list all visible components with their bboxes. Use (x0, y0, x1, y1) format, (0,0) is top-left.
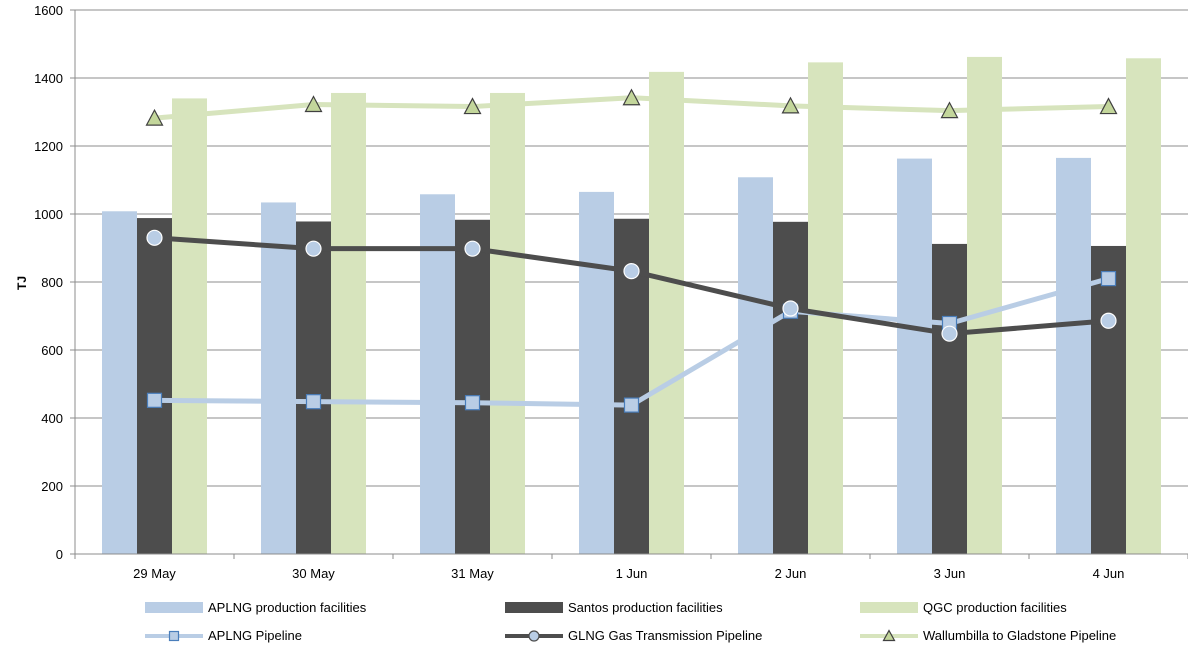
bar-aplng-production-facilities (102, 211, 137, 554)
bar-aplng-production-facilities (738, 177, 773, 554)
y-tick-label: 400 (41, 411, 63, 426)
bar-qgc-production-facilities (1126, 58, 1161, 554)
legend-label-santos-production-facilities: Santos production facilities (568, 600, 723, 615)
legend-label-glng-gas-transmission-pipeline: GLNG Gas Transmission Pipeline (568, 628, 762, 643)
bar-santos-production-facilities (773, 221, 808, 554)
legend-label-qgc-production-facilities: QGC production facilities (923, 600, 1067, 615)
y-tick-label: 1000 (34, 207, 63, 222)
line-layer (145, 88, 1118, 413)
y-tick-label: 1200 (34, 139, 63, 154)
bar-santos-production-facilities (137, 218, 172, 554)
point-aplng-pipeline (146, 392, 163, 408)
point-wallumbilla-to-gladstone-pipeline (145, 108, 164, 126)
bar-aplng-production-facilities (420, 194, 455, 554)
point-glng-gas-transmission-pipeline (623, 263, 640, 280)
bar-santos-production-facilities (455, 219, 490, 554)
bar-aplng-production-facilities (579, 191, 614, 554)
x-tick-label: 29 May (133, 566, 176, 581)
bar-santos-production-facilities (296, 221, 331, 555)
point-aplng-pipeline (305, 394, 322, 410)
bar-santos-production-facilities (1091, 245, 1126, 554)
point-glng-gas-transmission-pipeline (782, 300, 799, 317)
point-wallumbilla-to-gladstone-pipeline (781, 96, 800, 114)
legend-swatch-qgc-production-facilities (860, 602, 918, 613)
point-glng-gas-transmission-pipeline (464, 240, 481, 257)
bar-qgc-production-facilities (490, 92, 525, 555)
y-tick-label: 600 (41, 343, 63, 358)
point-glng-gas-transmission-pipeline (146, 229, 163, 246)
y-tick-label: 1600 (34, 3, 63, 18)
point-wallumbilla-to-gladstone-pipeline (463, 97, 482, 115)
x-tick-label: 31 May (451, 566, 494, 581)
legend-label-aplng-pipeline: APLNG Pipeline (208, 628, 302, 643)
point-glng-gas-transmission-pipeline (1100, 312, 1117, 329)
bar-qgc-production-facilities (808, 62, 843, 555)
x-tick-label: 30 May (292, 566, 335, 581)
bar-qgc-production-facilities (172, 98, 207, 555)
x-tick-label: 4 Jun (1093, 566, 1125, 581)
legend-swatch-aplng-production-facilities (145, 602, 203, 613)
point-wallumbilla-to-gladstone-pipeline (622, 88, 641, 106)
bar-aplng-production-facilities (897, 158, 932, 554)
point-glng-gas-transmission-pipeline (941, 325, 958, 342)
y-tick-label: 800 (41, 275, 63, 290)
bar-aplng-production-facilities (261, 202, 296, 554)
bar-qgc-production-facilities (649, 71, 684, 554)
point-aplng-pipeline (464, 395, 481, 411)
bar-qgc-production-facilities (331, 92, 366, 555)
legend-marker-aplng-pipeline (168, 630, 180, 642)
legend: APLNG production facilities Santos produc… (145, 600, 1116, 643)
legend-marker-wallumbilla-to-gladstone-pipeline (882, 629, 896, 642)
y-tick-label: 200 (41, 479, 63, 494)
point-aplng-pipeline (623, 397, 640, 413)
bar-santos-production-facilities (932, 243, 967, 555)
y-tick-label: 0 (56, 547, 63, 562)
bar-layer (102, 56, 1161, 555)
point-glng-gas-transmission-pipeline (305, 240, 322, 257)
x-tick-label: 2 Jun (775, 566, 807, 581)
axes: 0 200 400 600 800 1000 1200 1400 1600 29 May 30 Ma… (34, 3, 1188, 581)
y-tick-label: 1400 (34, 71, 63, 86)
point-wallumbilla-to-gladstone-pipeline (940, 101, 959, 119)
x-tick-label: 1 Jun (616, 566, 648, 581)
y-axis-label: TJ (15, 276, 29, 290)
point-wallumbilla-to-gladstone-pipeline (304, 95, 323, 113)
bar-qgc-production-facilities (967, 56, 1002, 555)
legend-marker-glng-gas-transmission-pipeline (528, 630, 540, 642)
legend-swatch-santos-production-facilities (505, 602, 563, 613)
legend-label-aplng-production-facilities: APLNG production facilities (208, 600, 367, 615)
x-tick-label: 3 Jun (934, 566, 966, 581)
point-aplng-pipeline (1100, 271, 1117, 287)
bar-aplng-production-facilities (1056, 157, 1091, 554)
point-wallumbilla-to-gladstone-pipeline (1099, 97, 1118, 115)
legend-label-wallumbilla-to-gladstone-pipeline: Wallumbilla to Gladstone Pipeline (923, 628, 1116, 643)
